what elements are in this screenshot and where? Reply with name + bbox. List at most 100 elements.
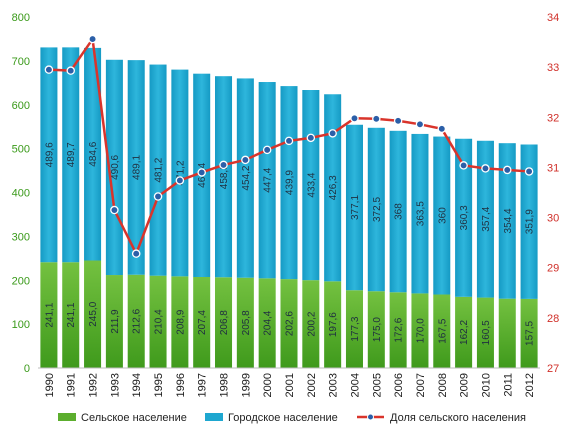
bar-rural-1997 — [193, 277, 211, 368]
right-tick-31: 31 — [547, 162, 559, 174]
legend-marker-share — [367, 413, 374, 421]
bar-urban-2006 — [389, 130, 407, 293]
bar-rural-1990 — [40, 262, 58, 368]
bar-rural-2010 — [476, 297, 494, 368]
bar-rural-1999 — [236, 277, 254, 368]
x-tick-2011: 2011 — [502, 373, 514, 397]
bar-urban-2001 — [280, 86, 298, 280]
x-tick-1997: 1997 — [197, 373, 209, 397]
x-tick-1990: 1990 — [44, 373, 56, 397]
bar-rural-2006 — [389, 292, 407, 368]
right-tick-29: 29 — [547, 263, 559, 275]
label-urban-1996: 471,2 — [175, 160, 186, 185]
label-urban-1999: 454,2 — [241, 165, 252, 190]
bar-rural-2009 — [455, 296, 473, 368]
share-point-1995 — [153, 192, 163, 201]
label-urban-2002: 433,4 — [306, 172, 317, 197]
legend-swatch-rural — [58, 413, 76, 421]
label-urban-2000: 447,4 — [263, 167, 274, 192]
label-urban-2005: 372,5 — [372, 197, 383, 222]
legend-label-urban: Городское население — [228, 412, 338, 424]
bar-rural-1998 — [215, 277, 233, 368]
bar-rural-2005 — [367, 291, 385, 368]
label-rural-1994: 212,6 — [132, 308, 143, 333]
bar-urban-1994 — [127, 60, 145, 275]
label-rural-2005: 175,0 — [372, 317, 383, 342]
x-tick-1991: 1991 — [66, 373, 78, 397]
label-urban-2006: 368 — [394, 203, 405, 220]
left-tick-400: 400 — [12, 188, 30, 200]
plot-area: 241,1 489,6 241,1 489,7 245,0 484,6 211,9 490,6… — [40, 34, 538, 368]
left-tick-100: 100 — [12, 319, 30, 331]
bar-urban-2004 — [345, 124, 363, 291]
share-point-1996 — [175, 176, 185, 185]
left-axis: 0 100 200 300 400 500 600 700 800 — [12, 12, 30, 375]
label-urban-1998: 458,3 — [219, 164, 230, 189]
bar-urban-2008 — [433, 136, 451, 295]
bar-urban-2011 — [498, 143, 516, 299]
bar-rural-2002 — [302, 280, 320, 368]
label-rural-2007: 170,0 — [415, 318, 426, 343]
legend-label-rural: Сельское население — [81, 412, 187, 424]
x-tick-2009: 2009 — [459, 373, 471, 397]
label-rural-2002: 200,2 — [306, 311, 317, 336]
x-tick-1999: 1999 — [240, 373, 252, 397]
label-rural-2012: 157,5 — [525, 321, 536, 346]
legend-swatch-urban — [205, 413, 223, 421]
share-point-1997 — [197, 168, 206, 177]
right-axis: 27 28 29 30 31 32 33 34 — [547, 12, 559, 375]
bar-rural-1992 — [84, 260, 102, 368]
share-point-1999 — [241, 155, 250, 165]
bar-rural-2000 — [258, 278, 276, 368]
bar-rural-2007 — [411, 293, 429, 368]
bar-rural-2003 — [324, 281, 342, 368]
share-point-2007 — [415, 120, 425, 129]
share-point-2005 — [372, 114, 381, 124]
label-urban-2007: 363,5 — [415, 201, 426, 226]
bar-rural-2001 — [280, 279, 298, 368]
left-tick-500: 500 — [12, 144, 30, 156]
bar-rural-1994 — [127, 274, 145, 368]
bar-urban-2003 — [324, 94, 342, 282]
x-tick-1994: 1994 — [131, 373, 143, 397]
left-tick-600: 600 — [12, 100, 30, 112]
bar-urban-1992 — [84, 47, 102, 261]
left-tick-700: 700 — [12, 56, 30, 68]
bar-rural-2012 — [520, 298, 538, 368]
x-tick-2002: 2002 — [306, 373, 318, 397]
bar-urban-1998 — [215, 76, 233, 278]
x-axis: 1990 1991 1992 1993 1994 1995 1996 1997 1998 1999… — [38, 367, 540, 397]
bar-rural-1991 — [62, 262, 80, 368]
bar-urban-1995 — [149, 64, 167, 276]
share-point-1998 — [219, 160, 228, 170]
bar-rural-1995 — [149, 275, 167, 368]
label-rural-1991: 241,1 — [66, 302, 77, 327]
share-point-2003 — [328, 129, 337, 138]
share-point-1991 — [66, 66, 75, 75]
bar-rural-1993 — [105, 275, 123, 368]
label-rural-1990: 241,1 — [44, 302, 55, 327]
x-tick-2005: 2005 — [371, 373, 383, 397]
share-point-2000 — [262, 145, 272, 155]
label-rural-1995: 210,4 — [154, 309, 165, 334]
x-tick-2008: 2008 — [437, 373, 449, 397]
bar-urban-2005 — [367, 127, 385, 292]
x-tick-1995: 1995 — [153, 373, 165, 397]
x-tick-1993: 1993 — [109, 373, 121, 397]
bar-urban-1990 — [40, 47, 58, 263]
share-point-2004 — [350, 114, 359, 123]
left-tick-0: 0 — [24, 363, 30, 375]
label-rural-2001: 202,6 — [285, 311, 296, 336]
bar-urban-2009 — [455, 138, 473, 297]
share-point-2010 — [481, 164, 490, 173]
left-tick-300: 300 — [12, 231, 30, 243]
x-tick-2004: 2004 — [349, 373, 361, 397]
label-rural-2008: 167,5 — [437, 318, 448, 343]
share-point-2006 — [393, 116, 403, 126]
share-point-1994 — [131, 249, 141, 258]
label-rural-2010: 160,5 — [481, 320, 492, 345]
label-urban-1993: 490,6 — [110, 154, 121, 179]
bar-rural-2008 — [433, 294, 451, 368]
share-point-2002 — [306, 133, 316, 143]
x-tick-1998: 1998 — [219, 373, 231, 397]
